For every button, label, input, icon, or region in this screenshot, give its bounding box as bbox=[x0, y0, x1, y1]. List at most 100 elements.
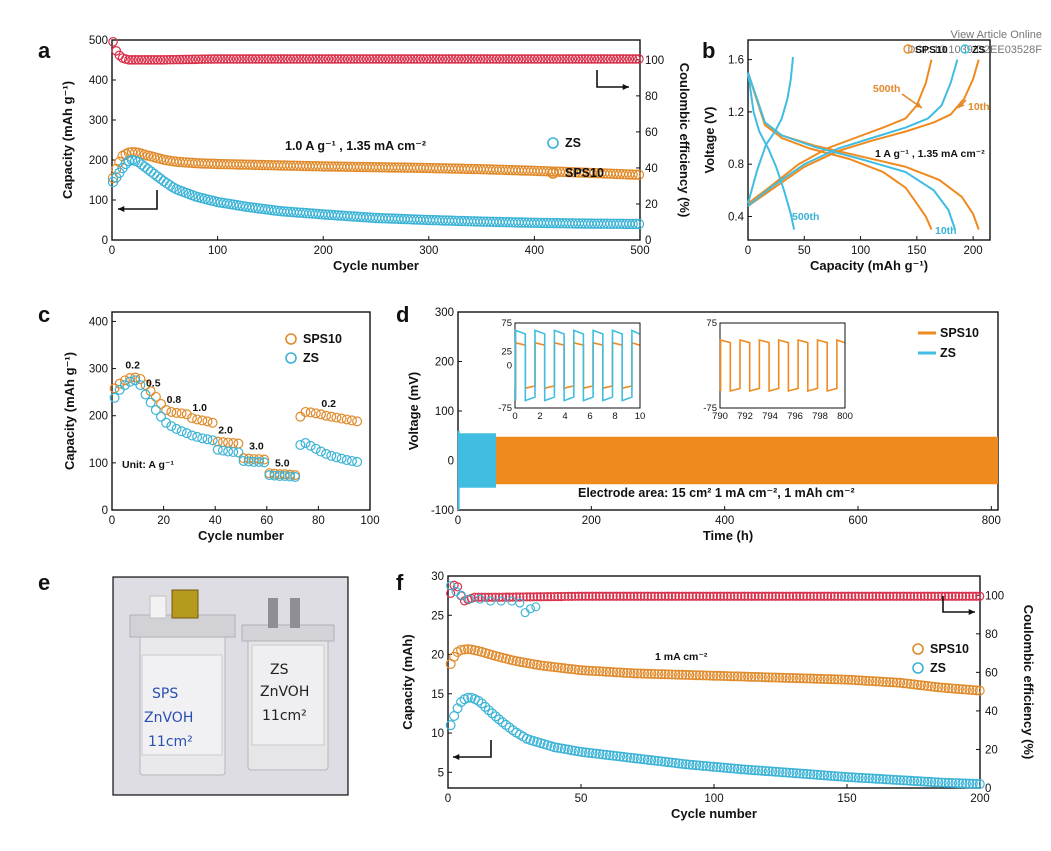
y-tick-label: 5 bbox=[438, 767, 444, 779]
zs-point bbox=[264, 470, 275, 481]
zs-point bbox=[483, 705, 494, 716]
ce-point bbox=[152, 55, 163, 65]
sps10-point bbox=[874, 676, 885, 687]
sps10-point bbox=[967, 685, 978, 696]
ce-point bbox=[323, 54, 334, 64]
ce-point bbox=[380, 54, 391, 64]
zs-point bbox=[680, 759, 691, 770]
sps10-point bbox=[632, 668, 643, 679]
x-tick-label: 50 bbox=[798, 245, 811, 257]
ce-point bbox=[200, 54, 210, 64]
ce-point bbox=[698, 591, 708, 601]
ce-point bbox=[396, 54, 407, 64]
sps10-point bbox=[346, 415, 357, 426]
sps10-point bbox=[639, 668, 650, 679]
legend-zs-label: ZS bbox=[940, 346, 956, 360]
zs-point bbox=[943, 777, 954, 788]
zs-point bbox=[774, 767, 785, 778]
ce-point bbox=[788, 591, 798, 601]
ce-point bbox=[681, 591, 691, 601]
ce-point bbox=[560, 591, 570, 602]
ce-point bbox=[491, 54, 502, 64]
sps10-point bbox=[532, 659, 543, 670]
ce-point bbox=[601, 591, 611, 601]
x-tick-label: 800 bbox=[982, 515, 1001, 527]
zs-point bbox=[243, 456, 254, 467]
ce-point bbox=[826, 591, 836, 601]
zs-point bbox=[691, 760, 702, 771]
x-axis-title: Cycle number bbox=[333, 258, 419, 273]
zs-point bbox=[767, 766, 778, 777]
x-tick-label: 0 bbox=[109, 245, 115, 257]
ce-point bbox=[912, 591, 923, 601]
ce-point bbox=[599, 54, 609, 64]
sps10-point bbox=[673, 669, 684, 680]
zs-point bbox=[114, 384, 125, 395]
inset-x-tick: 0 bbox=[512, 411, 517, 422]
zs-point bbox=[909, 775, 920, 786]
y-tick-label: 20 bbox=[431, 650, 444, 662]
ce-point bbox=[864, 591, 874, 601]
y2-tick-label: 60 bbox=[645, 127, 658, 139]
ce-point bbox=[781, 591, 791, 601]
panel-d-note: Electrode area: 15 cm² 1 mA cm⁻², 1 mAh … bbox=[578, 486, 855, 500]
inset-frame bbox=[514, 322, 641, 409]
ce-point bbox=[923, 591, 933, 601]
sps10-point bbox=[466, 644, 477, 655]
zs-point bbox=[145, 397, 156, 408]
voltage-curve bbox=[747, 72, 796, 230]
sps10-point bbox=[798, 673, 809, 684]
zs-point bbox=[960, 778, 971, 789]
sps10-point bbox=[305, 407, 316, 418]
panel-a-condition: 1.0 A g⁻¹ , 1.35 mA cm⁻² bbox=[285, 139, 426, 153]
ce-point bbox=[358, 54, 369, 64]
inset-y-tick: 25 bbox=[501, 346, 512, 357]
zs-point bbox=[149, 168, 160, 180]
zs-point bbox=[563, 744, 574, 755]
ce-zs-point bbox=[531, 602, 541, 612]
ce-point bbox=[591, 591, 601, 601]
ce-point bbox=[902, 591, 912, 601]
ce-point bbox=[833, 591, 843, 601]
ce-point bbox=[548, 54, 559, 64]
sps10-point bbox=[805, 673, 816, 684]
y2-tick-label: 40 bbox=[985, 706, 998, 718]
sps10-point bbox=[729, 671, 740, 682]
sps10-point bbox=[677, 669, 688, 680]
x-tick-label: 400 bbox=[715, 515, 734, 527]
ce-point bbox=[355, 54, 365, 64]
sps10-point bbox=[943, 683, 954, 694]
arrow-right-axis bbox=[596, 70, 629, 88]
sps10-point bbox=[812, 673, 823, 684]
y-axis-title: Voltage (V) bbox=[702, 107, 717, 174]
ce-point bbox=[627, 54, 638, 64]
ce-point bbox=[508, 592, 518, 602]
ce-point bbox=[146, 55, 156, 65]
sps10-point bbox=[788, 673, 799, 684]
ce-zs-point bbox=[525, 604, 536, 614]
zs-point bbox=[233, 447, 244, 458]
sps10-point bbox=[860, 675, 871, 686]
zs-point bbox=[763, 766, 774, 777]
sps10-point bbox=[642, 668, 653, 679]
ce-point bbox=[660, 591, 670, 601]
ce-zs-point bbox=[486, 596, 496, 606]
ce-point bbox=[466, 54, 476, 64]
ce-zs-point bbox=[475, 594, 485, 604]
photo-left-label-1: SPS bbox=[152, 686, 178, 702]
sps10-point bbox=[895, 677, 906, 688]
sps10-point bbox=[597, 666, 608, 677]
inset-y-tick: 0 bbox=[507, 361, 512, 372]
sps10-point bbox=[936, 682, 947, 693]
zs-point bbox=[940, 777, 951, 788]
zs-point bbox=[922, 776, 933, 787]
ce-point bbox=[317, 54, 327, 64]
ce-point bbox=[190, 54, 201, 65]
zs-point bbox=[119, 380, 130, 391]
ce-point bbox=[857, 591, 867, 601]
sps10-point bbox=[615, 667, 626, 678]
sps10-point bbox=[135, 373, 146, 384]
ce-point bbox=[260, 54, 270, 64]
view-article-link[interactable]: View Article Online bbox=[950, 29, 1042, 41]
